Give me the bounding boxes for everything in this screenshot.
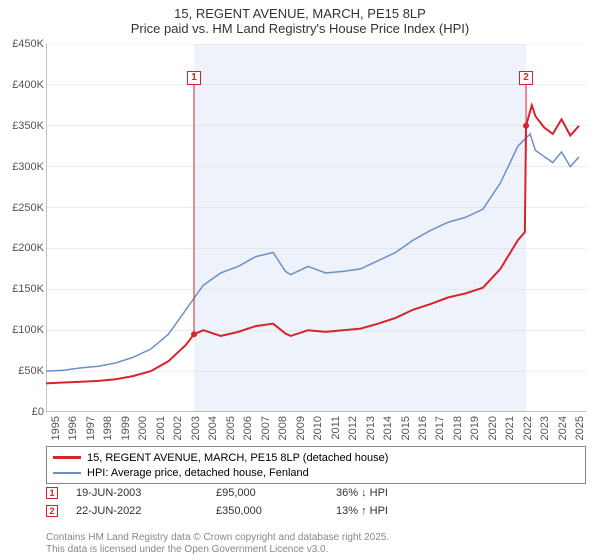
xtick-label: 1999 <box>120 416 132 446</box>
xtick-label: 1996 <box>67 416 79 446</box>
xtick-label: 2003 <box>190 416 202 446</box>
ytick-label: £150K <box>12 283 44 295</box>
ytick-label: £350K <box>12 120 44 132</box>
attribution: Contains HM Land Registry data © Crown c… <box>46 532 389 556</box>
legend-swatch-property <box>53 456 81 459</box>
sales-row: 2 22-JUN-2022£350,00013% ↑ HPI <box>46 502 388 520</box>
sales-table: 1 19-JUN-2003£95,00036% ↓ HPI 2 22-JUN-2022… <box>46 484 388 520</box>
sale-date: 22-JUN-2022 <box>76 505 216 517</box>
xtick-label: 1995 <box>50 416 62 446</box>
title-line2: Price paid vs. HM Land Registry's House … <box>0 21 600 36</box>
ytick-label: £50K <box>18 365 44 377</box>
ytick-label: £200K <box>12 242 44 254</box>
sale-price: £350,000 <box>216 505 336 517</box>
ytick-label: £450K <box>12 38 44 50</box>
xtick-label: 2011 <box>330 416 342 446</box>
xtick-label: 2005 <box>225 416 237 446</box>
xtick-label: 2000 <box>137 416 149 446</box>
attribution-line1: Contains HM Land Registry data © Crown c… <box>46 532 389 544</box>
xtick-label: 2001 <box>155 416 167 446</box>
plot-area <box>46 44 586 412</box>
sale-delta: 13% ↑ HPI <box>336 505 388 517</box>
xtick-label: 2015 <box>400 416 412 446</box>
xtick-label: 2023 <box>539 416 551 446</box>
xtick-label: 2021 <box>504 416 516 446</box>
xtick-label: 2012 <box>347 416 359 446</box>
xtick-label: 2014 <box>382 416 394 446</box>
ytick-label: £0 <box>32 406 44 418</box>
ytick-label: £250K <box>12 202 44 214</box>
xtick-label: 2008 <box>277 416 289 446</box>
xtick-label: 2016 <box>417 416 429 446</box>
chart-container: 15, REGENT AVENUE, MARCH, PE15 8LP Price… <box>0 0 600 560</box>
xtick-label: 2010 <box>312 416 324 446</box>
sale-marker: 2 <box>46 505 58 517</box>
xtick-label: 2018 <box>452 416 464 446</box>
sale-marker: 1 <box>46 487 58 499</box>
xtick-label: 2019 <box>469 416 481 446</box>
xtick-label: 2007 <box>260 416 272 446</box>
xtick-label: 1997 <box>85 416 97 446</box>
xtick-label: 2006 <box>242 416 254 446</box>
xtick-label: 2009 <box>295 416 307 446</box>
xtick-label: 2024 <box>557 416 569 446</box>
legend-item-hpi: HPI: Average price, detached house, Fenl… <box>53 465 579 480</box>
sale-delta: 36% ↓ HPI <box>336 487 388 499</box>
legend-swatch-hpi <box>53 472 81 474</box>
ytick-label: £100K <box>12 324 44 336</box>
xtick-label: 2020 <box>487 416 499 446</box>
title-line1: 15, REGENT AVENUE, MARCH, PE15 8LP <box>0 6 600 21</box>
xtick-label: 2017 <box>434 416 446 446</box>
plot-marker: 1 <box>187 71 201 85</box>
attribution-line2: This data is licensed under the Open Gov… <box>46 544 389 556</box>
xtick-label: 2022 <box>522 416 534 446</box>
title-block: 15, REGENT AVENUE, MARCH, PE15 8LP Price… <box>0 0 600 38</box>
xtick-label: 2004 <box>207 416 219 446</box>
legend-label-property: 15, REGENT AVENUE, MARCH, PE15 8LP (deta… <box>87 452 388 464</box>
plot-marker: 2 <box>519 71 533 85</box>
legend-item-property: 15, REGENT AVENUE, MARCH, PE15 8LP (deta… <box>53 450 579 465</box>
xtick-label: 2013 <box>365 416 377 446</box>
xtick-label: 2025 <box>574 416 586 446</box>
xtick-label: 1998 <box>102 416 114 446</box>
legend-label-hpi: HPI: Average price, detached house, Fenl… <box>87 467 309 479</box>
legend: 15, REGENT AVENUE, MARCH, PE15 8LP (deta… <box>46 446 586 484</box>
sale-date: 19-JUN-2003 <box>76 487 216 499</box>
sale-price: £95,000 <box>216 487 336 499</box>
ytick-label: £300K <box>12 161 44 173</box>
xtick-label: 2002 <box>172 416 184 446</box>
ytick-label: £400K <box>12 79 44 91</box>
sales-row: 1 19-JUN-2003£95,00036% ↓ HPI <box>46 484 388 502</box>
